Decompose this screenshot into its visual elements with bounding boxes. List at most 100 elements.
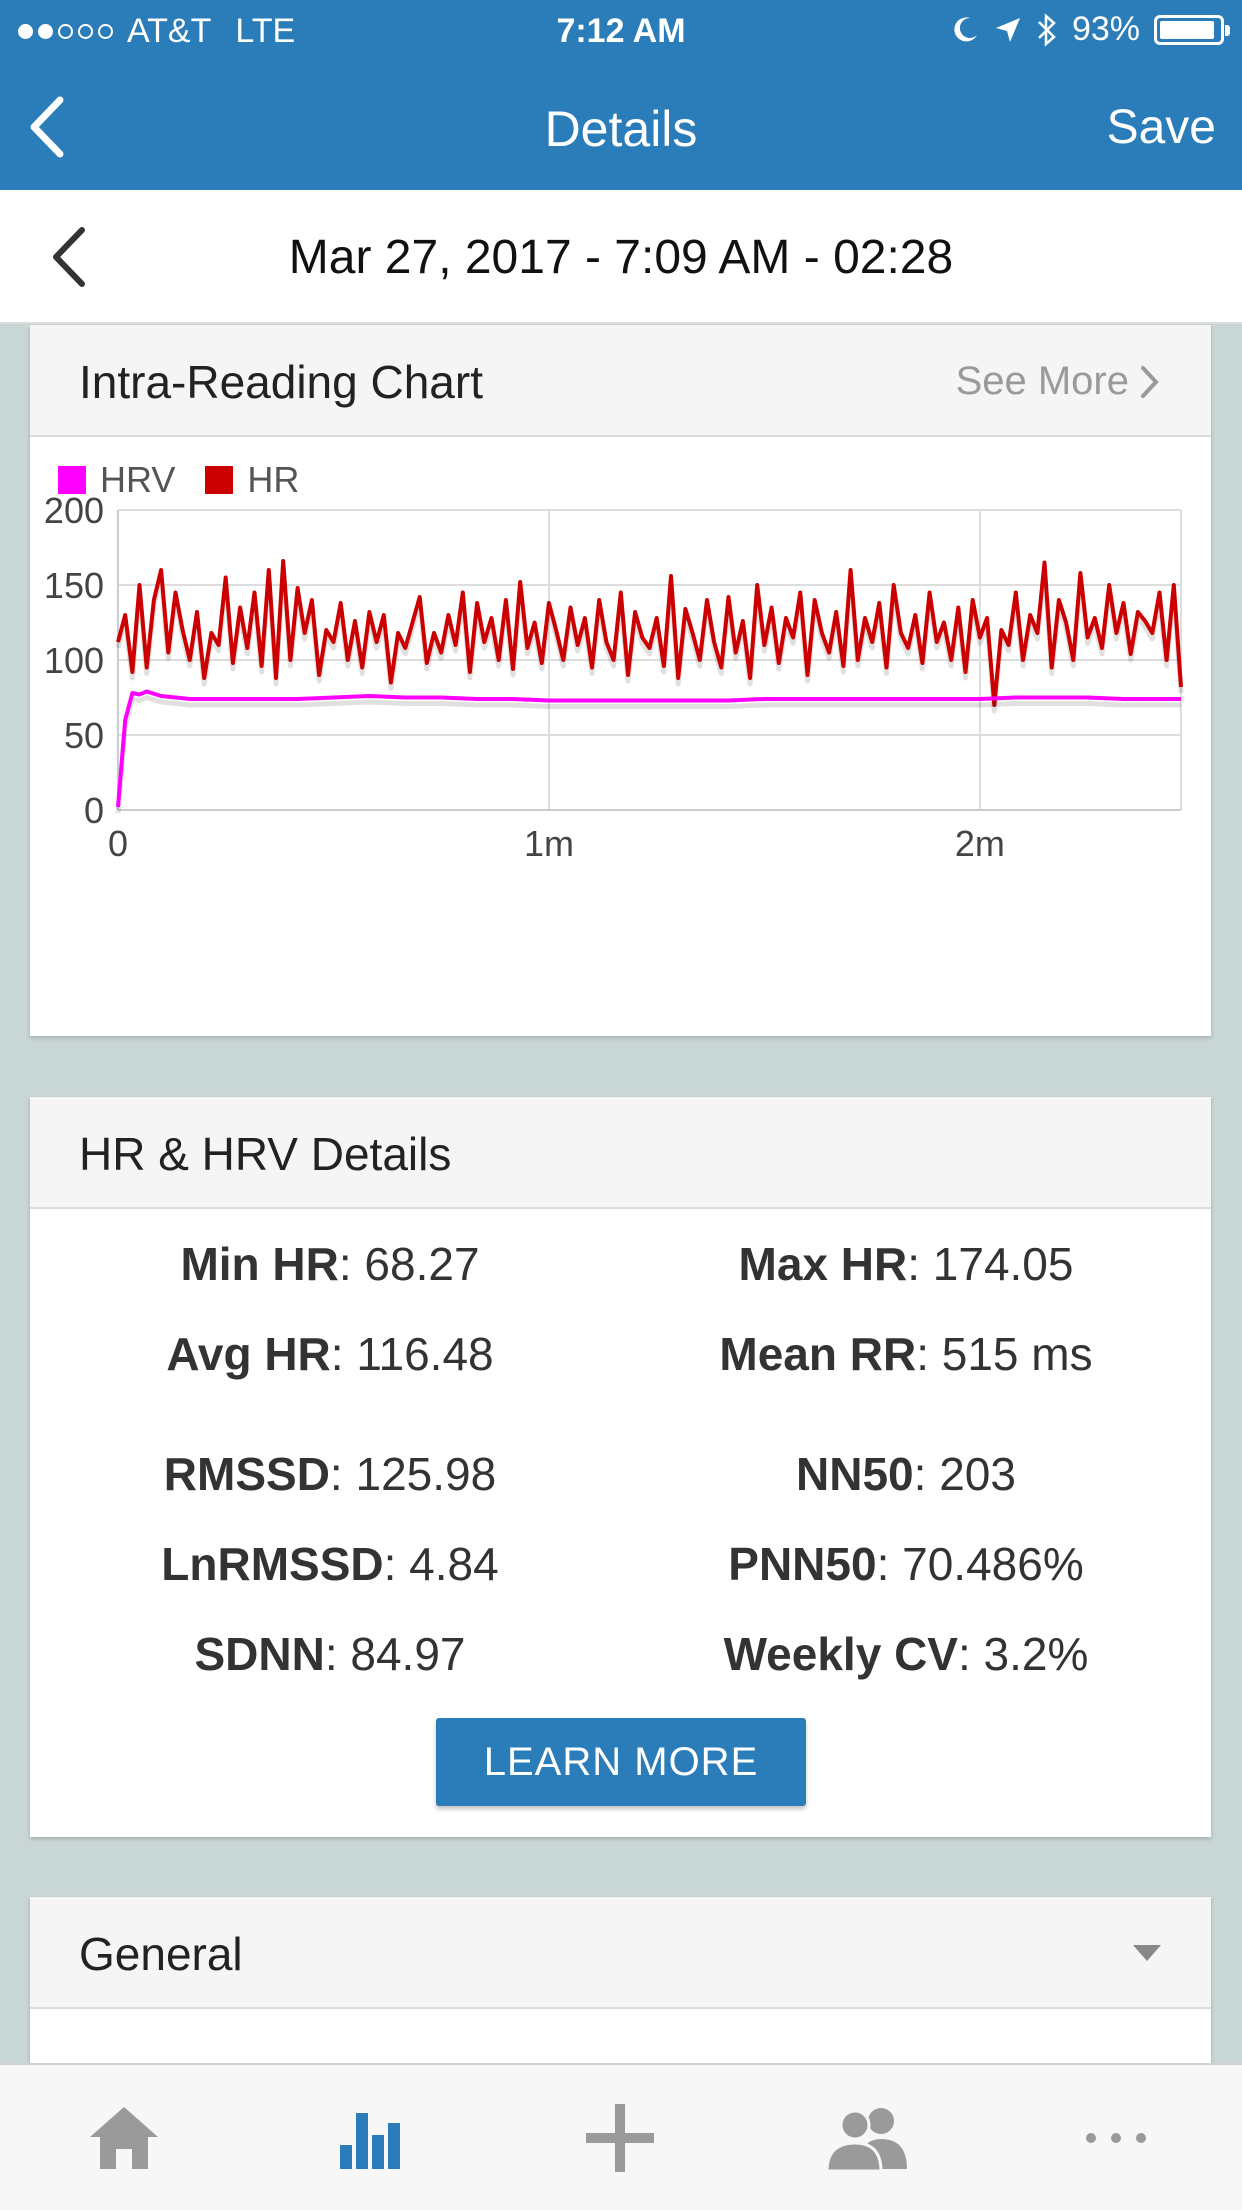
legend-item-hrv: HRV — [58, 459, 175, 501]
tab-more[interactable] — [992, 2065, 1240, 2210]
y-tick-label: 0 — [84, 790, 104, 831]
series-hrv-line — [116, 689, 1181, 808]
stat-label: Weekly CV — [723, 1628, 958, 1680]
chart-legend: HRV HR — [58, 459, 299, 501]
stat-label: Avg HR — [166, 1328, 331, 1380]
date-bar: Mar 27, 2017 - 7:09 AM - 02:28 — [0, 190, 1242, 324]
stat-max-hr: Max HR: 174.05 — [626, 1237, 1186, 1291]
y-tick-label: 200 — [44, 490, 104, 531]
tab-readings[interactable] — [248, 2065, 496, 2210]
stat-label: Min HR — [180, 1238, 339, 1290]
stat-value: 84.97 — [350, 1628, 466, 1680]
plus-icon — [586, 2103, 654, 2172]
hr-hrv-details-card: HR & HRV Details Min HR: 68.27 Max HR: 17… — [30, 1097, 1211, 1837]
back-button[interactable] — [20, 92, 80, 162]
chevron-left-icon — [53, 227, 85, 287]
stat-separator: : — [907, 1238, 933, 1290]
stat-label: LnRMSSD — [161, 1538, 384, 1590]
stat-label: NN50 — [796, 1448, 914, 1500]
battery-level — [1160, 20, 1214, 39]
location-icon — [995, 17, 1020, 42]
x-tick-label: 2m — [955, 823, 1005, 864]
details-card-header: HR & HRV Details — [30, 1097, 1211, 1209]
tab-add[interactable] — [496, 2065, 744, 2210]
bluetooth-icon — [1038, 12, 1056, 47]
x-tick-label: 1m — [524, 823, 574, 864]
bar-chart-icon — [340, 2112, 400, 2169]
previous-reading-button[interactable] — [40, 222, 100, 292]
stat-separator: : — [876, 1538, 903, 1590]
stat-avg-hr: Avg HR: 116.48 — [50, 1327, 610, 1381]
carrier-label: AT&T — [127, 12, 212, 50]
status-right: 93% — [950, 10, 1230, 49]
more-icon — [1086, 2132, 1146, 2143]
stat-separator: : — [329, 1448, 356, 1500]
learn-more-button[interactable]: LEARN MORE — [436, 1718, 806, 1806]
stat-label: Max HR — [738, 1238, 908, 1290]
stat-label: Mean RR — [719, 1328, 917, 1380]
status-bar: AT&T LTE 7:12 AM 93% — [0, 0, 1242, 62]
stat-separator: : — [383, 1538, 410, 1590]
signal-strength-icon — [18, 24, 113, 39]
chevron-left-icon — [30, 96, 64, 158]
stat-label: RMSSD — [163, 1448, 330, 1500]
stat-value: 515 ms — [941, 1328, 1093, 1380]
stat-value: 203 — [939, 1448, 1016, 1500]
x-tick-label: 0 — [108, 823, 128, 864]
status-time: 7:12 AM — [556, 12, 686, 50]
tab-team[interactable] — [744, 2065, 992, 2210]
stat-separator: : — [916, 1328, 942, 1380]
stat-lnrmssd: LnRMSSD: 4.84 — [50, 1537, 610, 1591]
y-tick-label: 150 — [44, 565, 104, 606]
stat-sdnn: SDNN: 84.97 — [50, 1627, 610, 1681]
users-icon — [825, 2107, 907, 2172]
legend-swatch-hrv — [58, 466, 86, 494]
stat-separator: : — [338, 1238, 365, 1290]
legend-label-hrv: HRV — [100, 459, 176, 500]
save-button[interactable]: Save — [1106, 101, 1216, 154]
stat-pnn50: PNN50: 70.486% — [626, 1537, 1186, 1591]
stat-value: 116.48 — [356, 1328, 494, 1380]
caret-down-icon — [1133, 1945, 1161, 1961]
stat-min-hr: Min HR: 68.27 — [50, 1237, 610, 1291]
legend-item-hr: HR — [205, 459, 299, 501]
legend-label-hr: HR — [247, 459, 300, 500]
chart-area: HRV HR 0 50 100 150 200 0 1m 2m — [30, 437, 1211, 1036]
stat-value: 68.27 — [364, 1238, 480, 1290]
see-more-label: See More — [955, 359, 1129, 403]
chart-plot: 0 50 100 150 200 0 1m 2m — [44, 490, 1184, 864]
details-card-title: HR & HRV Details — [79, 1128, 452, 1180]
moon-icon — [954, 16, 977, 41]
stat-value: 4.84 — [409, 1538, 499, 1590]
stat-value: 125.98 — [355, 1448, 497, 1500]
stat-label: PNN50 — [728, 1538, 877, 1590]
stat-weekly-cv: Weekly CV: 3.2% — [626, 1627, 1186, 1681]
stat-separator: : — [913, 1448, 940, 1500]
stat-value: 174.05 — [932, 1238, 1074, 1290]
page-title: Details — [544, 101, 698, 157]
stat-separator: : — [957, 1628, 984, 1680]
reading-datetime: Mar 27, 2017 - 7:09 AM - 02:28 — [288, 231, 954, 284]
general-card-title: General — [79, 1928, 243, 1980]
legend-swatch-hr — [205, 466, 234, 494]
home-icon — [90, 2106, 158, 2169]
battery-icon — [1154, 14, 1230, 45]
stat-nn50: NN50: 203 — [626, 1447, 1186, 1501]
network-label: LTE — [235, 12, 296, 50]
stat-separator: : — [330, 1328, 357, 1380]
stat-value: 70.486% — [902, 1538, 1084, 1590]
intra-reading-chart-card: Intra-Reading Chart See More HRV HR 0 50 1… — [30, 325, 1211, 1036]
nav-bar: Details Save — [0, 62, 1242, 190]
tab-home[interactable] — [0, 2065, 248, 2210]
general-card-header[interactable]: General — [30, 1897, 1211, 2009]
battery-percent: 93% — [1071, 10, 1140, 48]
series-hr-line — [116, 559, 1183, 707]
tab-bar — [0, 2063, 1242, 2210]
chevron-right-icon — [1141, 365, 1159, 398]
y-tick-label: 100 — [44, 640, 104, 681]
stat-mean-rr: Mean RR: 515 ms — [626, 1327, 1186, 1381]
y-tick-label: 50 — [64, 715, 104, 756]
stat-separator: : — [324, 1628, 351, 1680]
status-left: AT&T LTE — [18, 12, 295, 51]
see-more-link[interactable]: See More — [956, 359, 1161, 404]
